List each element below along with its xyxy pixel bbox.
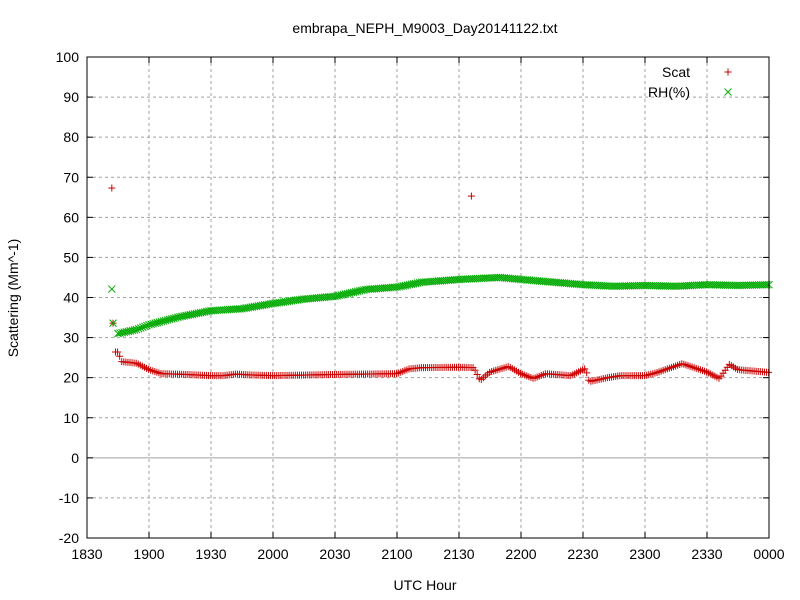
- data-point: [108, 184, 116, 192]
- legend: Scat RH(%): [648, 64, 732, 100]
- x-tick-label: 0000: [753, 546, 784, 562]
- y-tick-label: 60: [63, 209, 79, 225]
- series-layer: [107, 184, 773, 385]
- data-point: [114, 348, 122, 356]
- x-tick-label: 2330: [691, 546, 722, 562]
- chart-title: embrapa_NEPH_M9003_Day20141122.txt: [292, 20, 557, 36]
- series-scat: [108, 184, 773, 385]
- y-tick-label: 90: [63, 89, 79, 105]
- legend-marker: [724, 68, 732, 76]
- data-point: [141, 322, 149, 331]
- y-tick-label: 30: [63, 330, 79, 346]
- outlier-point: [467, 192, 475, 200]
- y-tick-label: -20: [59, 530, 79, 546]
- legend-label-rh: RH(%): [648, 84, 690, 100]
- data-point: [130, 326, 139, 334]
- legend-marker: [724, 88, 732, 96]
- x-tick-label: 1830: [71, 546, 102, 562]
- x-axis-label: UTC Hour: [393, 577, 456, 593]
- x-tick-label: 1930: [195, 546, 226, 562]
- data-point: [107, 285, 116, 293]
- x-tick-label: 2030: [319, 546, 350, 562]
- y-tick-label: 10: [63, 410, 79, 426]
- data-point: [471, 366, 479, 374]
- y-tick-label: 80: [63, 129, 79, 145]
- x-tick-label: 2100: [381, 546, 412, 562]
- y-tick-label: 50: [63, 249, 79, 265]
- y-tick-label: 70: [63, 169, 79, 185]
- x-tick-label: 2300: [629, 546, 660, 562]
- x-tick-label: 2200: [505, 546, 536, 562]
- data-point: [109, 319, 117, 328]
- data-point: [581, 365, 589, 373]
- y-tick-label: 20: [63, 370, 79, 386]
- data-point: [136, 324, 145, 332]
- x-tick-label: 2230: [567, 546, 598, 562]
- y-tick-label: 0: [71, 450, 79, 466]
- data-point: [132, 325, 141, 334]
- y-tick-label: -10: [59, 490, 79, 506]
- y-axis-label: Scattering (Mm^-1): [5, 239, 21, 358]
- grid: [87, 57, 769, 538]
- legend-marker-scat: [724, 68, 732, 76]
- x-tick-label: 2130: [443, 546, 474, 562]
- y-tick-label: 100: [56, 49, 80, 65]
- data-point: [473, 370, 481, 378]
- data-point: [138, 323, 147, 332]
- legend-marker-rh: [724, 88, 732, 96]
- legend-label-scat: Scat: [662, 64, 690, 80]
- data-point: [583, 369, 591, 377]
- plot-frame: [86, 56, 770, 539]
- series-rh: [107, 273, 773, 338]
- y-tick-label: 40: [63, 290, 79, 306]
- data-point: [143, 321, 151, 330]
- x-tick-label: 2000: [257, 546, 288, 562]
- x-tick-label: 1900: [133, 546, 164, 562]
- data-point: [116, 352, 124, 360]
- data-point: [134, 324, 143, 333]
